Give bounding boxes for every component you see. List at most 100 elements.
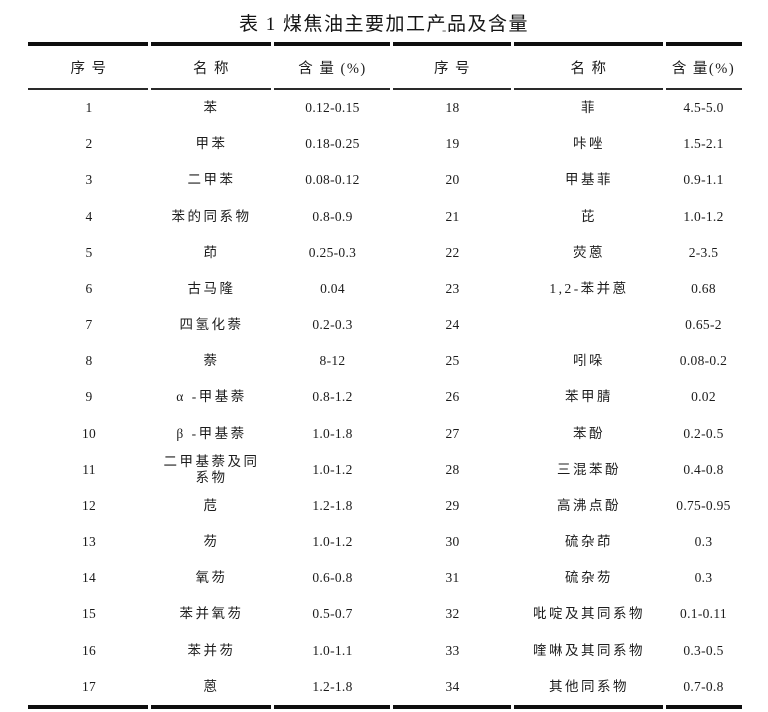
table-row: 17 蒽 1.2-1.8 34 其他同系物 0.7-0.8 (28, 669, 742, 705)
cell-value: 1.2-1.8 (312, 678, 353, 694)
cell-value: 0.2-0.3 (312, 317, 353, 333)
table-row: 13 芴 1.0-1.2 30 硫杂茚 0.3 (28, 524, 742, 560)
cell-no: 18 (445, 100, 460, 116)
cell-no: 25 (445, 353, 460, 369)
cell-no: 1 (85, 100, 93, 116)
cell-no: 2 (85, 136, 93, 152)
cell-name: 咔唑 (573, 136, 605, 152)
cell-name: 苯并氧芴 (179, 606, 244, 622)
cell-value: 0.3-0.5 (683, 642, 724, 658)
cell-value: 1.2-1.8 (312, 497, 353, 513)
rule-segment (393, 42, 511, 46)
cell-value: 0.6-0.8 (312, 570, 353, 586)
cell-name: 1,2-苯并蒽 (549, 280, 629, 296)
cell-name: 苯 (203, 100, 220, 116)
cell-value: 0.8-0.9 (312, 208, 353, 224)
table-row: 2 甲苯 0.18-0.25 19 咔唑 1.5-2.1 (28, 126, 742, 162)
table-row: 10 β -甲基萘 1.0-1.8 27 苯酚 0.2-0.5 (28, 416, 742, 452)
cell-no: 7 (85, 317, 93, 333)
table-row: 11 二甲基萘及同系物 1.0-1.2 28 三混苯酚 0.4-0.8 (28, 452, 742, 488)
cell-no: 20 (445, 172, 460, 188)
cell-value: 0.5-0.7 (312, 606, 353, 622)
cell-value: 1.5-2.1 (683, 136, 724, 152)
table-row: 3 二甲苯 0.08-0.12 20 甲基菲 0.9-1.1 (28, 162, 742, 198)
cell-no: 33 (445, 642, 460, 658)
table-row: 4 苯的同系物 0.8-0.9 21 芘 1.0-1.2 (28, 199, 742, 235)
header-name-left: 名 称 (192, 60, 231, 77)
rule-segment (28, 42, 148, 46)
cell-name: 甲基菲 (565, 172, 613, 188)
cell-name: 甲苯 (195, 136, 228, 152)
rule-segment (514, 42, 663, 46)
cell-no: 22 (445, 244, 460, 260)
table-rule-bottom (28, 705, 742, 709)
cell-value: 8-12 (319, 353, 346, 369)
cell-value: 0.2-0.5 (683, 425, 724, 441)
cell-no: 26 (445, 389, 460, 405)
rule-segment (666, 42, 742, 46)
cell-name: 苊 (203, 497, 220, 513)
cell-no: 15 (81, 606, 97, 622)
table-rule-header (28, 88, 742, 90)
cell-name: 二甲苯 (187, 172, 236, 188)
cell-no: 13 (81, 534, 97, 550)
cell-no: 28 (445, 461, 460, 477)
table-header-row: 序 号 名 称 含 量 (%) 序 号 名 称 含 量(%) (28, 46, 742, 88)
cell-value: 0.68 (691, 280, 716, 296)
title-artifact-dash: - (442, 22, 447, 37)
cell-no: 14 (81, 570, 97, 586)
cell-value: 1.0-1.2 (312, 534, 353, 550)
cell-no: 9 (85, 389, 93, 405)
cell-no: 11 (82, 461, 96, 477)
cell-name: α -甲基萘 (176, 389, 247, 405)
rule-segment (393, 88, 511, 90)
cell-no: 10 (81, 425, 97, 441)
cell-no: 31 (445, 570, 460, 586)
cell-name: 茚 (203, 244, 220, 260)
cell-value: 1.0-1.1 (312, 642, 353, 658)
header-no-right: 序 号 (433, 60, 472, 77)
cell-value: 2-3.5 (688, 244, 719, 260)
cell-name: 苯甲腈 (565, 389, 613, 405)
cell-value: 0.3 (694, 570, 713, 586)
rule-segment (393, 705, 511, 709)
rule-segment (151, 705, 271, 709)
rule-segment (666, 705, 742, 709)
cell-name: 蒽 (203, 678, 220, 694)
table-row: 14 氧芴 0.6-0.8 31 硫杂芴 0.3 (28, 560, 742, 596)
rule-segment (151, 42, 271, 46)
cell-name: 古马隆 (187, 280, 236, 296)
cell-name (513, 317, 665, 333)
cell-no: 4 (85, 208, 93, 224)
cell-name: 硫杂茚 (565, 534, 613, 550)
cell-name: 吡啶及其同系物 (533, 606, 645, 622)
cell-no: 3 (85, 172, 93, 188)
rule-segment (274, 705, 390, 709)
cell-value: 1.0-1.2 (683, 208, 724, 224)
cell-name: 其他同系物 (549, 678, 629, 694)
cell-no: 5 (85, 244, 93, 260)
cell-no: 17 (81, 678, 97, 694)
cell-value: 0.08-0.2 (679, 353, 728, 369)
cell-value: 0.7-0.8 (683, 678, 724, 694)
table-row: 15 苯并氧芴 0.5-0.7 32 吡啶及其同系物 0.1-0.11 (28, 596, 742, 632)
cell-value: 0.3 (694, 534, 713, 550)
cell-name: 苯并芴 (187, 642, 236, 658)
cell-value: 0.18-0.25 (305, 136, 360, 152)
table-row: 7 四氢化萘 0.2-0.3 24 0.65-2 (28, 307, 742, 343)
table-row: 5 茚 0.25-0.3 22 荧蒽 2-3.5 (28, 235, 742, 271)
cell-no: 27 (445, 425, 460, 441)
cell-name: 二甲基萘及同系物 (163, 453, 260, 485)
cell-no: 24 (445, 317, 460, 333)
cell-name: 苯的同系物 (171, 208, 252, 224)
cell-value: 0.12-0.15 (305, 100, 360, 116)
cell-no: 8 (85, 353, 93, 369)
cell-no: 21 (445, 208, 460, 224)
rule-segment (514, 88, 663, 90)
cell-name: 菲 (581, 100, 597, 116)
cell-name: 硫杂芴 (565, 570, 613, 586)
cell-no: 34 (445, 678, 460, 694)
table-row: 6 古马隆 0.04 23 1,2-苯并蒽 0.68 (28, 271, 742, 307)
cell-name: 萘 (203, 353, 220, 369)
rule-segment (274, 88, 390, 90)
